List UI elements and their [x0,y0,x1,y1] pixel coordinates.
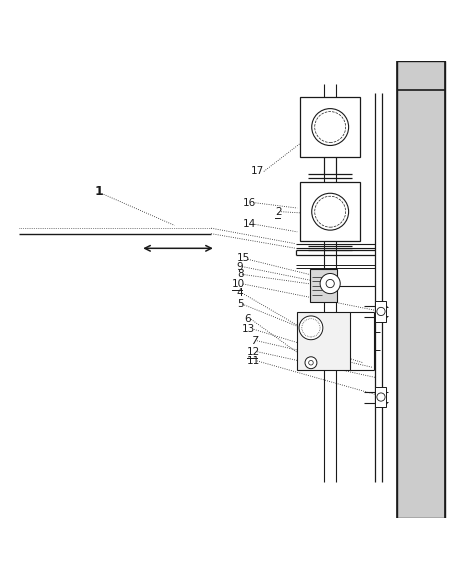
Circle shape [315,112,346,142]
Text: 13: 13 [242,324,255,334]
Text: 14: 14 [242,219,256,229]
Circle shape [326,280,334,288]
Circle shape [377,307,385,316]
Text: 12: 12 [247,347,260,357]
Circle shape [312,193,349,230]
Text: 11: 11 [247,356,260,366]
Text: 16: 16 [242,197,256,207]
Text: 4: 4 [237,288,243,298]
Bar [397,61,445,518]
Text: 9: 9 [237,262,243,272]
Circle shape [320,201,341,222]
Circle shape [308,361,313,365]
Text: 6: 6 [245,314,251,324]
Circle shape [377,393,385,401]
Text: 8: 8 [237,269,243,280]
Bar [301,182,360,241]
Circle shape [315,196,346,227]
Bar [297,313,350,369]
Bar [375,387,386,407]
Text: 2: 2 [275,207,282,217]
Circle shape [305,357,317,369]
Text: 1: 1 [95,185,103,197]
Text: 17: 17 [251,166,264,175]
Text: 15: 15 [237,254,250,263]
Text: 7: 7 [252,336,258,346]
Circle shape [320,273,340,294]
Circle shape [302,318,320,337]
Circle shape [306,323,316,333]
Text: 5: 5 [237,299,243,309]
Circle shape [320,116,341,137]
Text: 10: 10 [232,279,245,289]
Bar [301,97,360,157]
Circle shape [312,109,349,145]
Bar [309,269,337,302]
Bar [375,302,386,321]
Circle shape [299,316,323,340]
